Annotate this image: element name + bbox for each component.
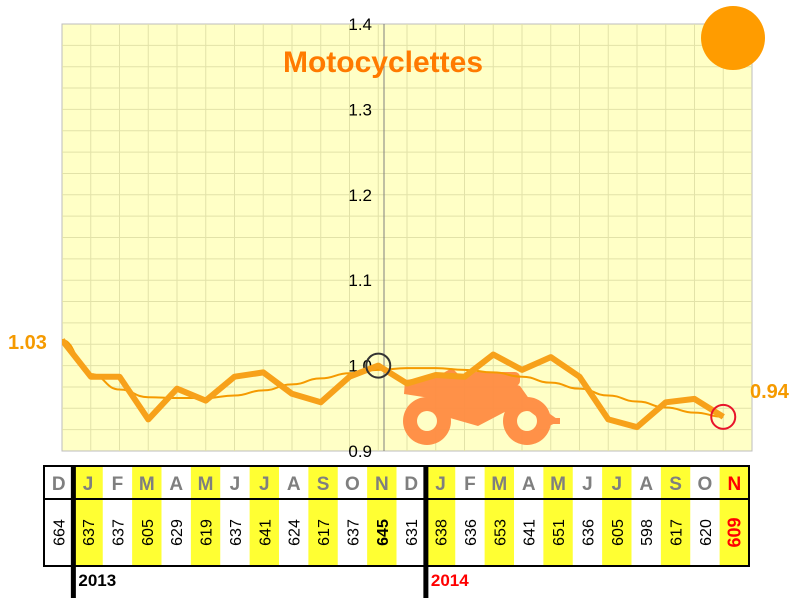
monthly-count: 598	[639, 519, 656, 546]
month-label: S	[669, 474, 682, 495]
monthly-count: 637	[228, 519, 245, 546]
table-column-highlight	[719, 466, 749, 566]
end-value-label: 0.94	[750, 381, 790, 403]
monthly-count: 617	[316, 519, 333, 546]
monthly-count: 664	[52, 519, 69, 546]
month-label: M	[550, 474, 566, 495]
y-tick-label: 1.3	[348, 100, 372, 119]
monthly-count: 653	[492, 519, 509, 546]
orange-dot-icon	[701, 6, 765, 70]
table-column-highlight	[132, 466, 162, 566]
data-line	[62, 338, 725, 431]
y-tick-label: 1.2	[348, 186, 372, 205]
month-label: M	[491, 474, 507, 495]
month-label: J	[230, 474, 241, 495]
month-label: A	[287, 474, 301, 495]
table-column-highlight	[249, 466, 279, 566]
month-label: J	[259, 474, 270, 495]
month-label: M	[139, 474, 155, 495]
table-column-highlight	[190, 466, 221, 566]
y-tick-label: 0.9	[348, 442, 372, 461]
monthly-count: 641	[257, 519, 274, 546]
monthly-count: 637	[81, 519, 98, 546]
table-column-highlight	[367, 466, 397, 566]
monthly-count: 609	[724, 517, 744, 547]
table-column-highlight	[73, 466, 103, 566]
monthly-count: 624	[287, 519, 304, 546]
monthly-count: 620	[698, 519, 715, 546]
table-border	[43, 465, 750, 567]
y-tick-label: 1.1	[348, 271, 372, 290]
monthly-count: 629	[169, 519, 186, 546]
month-label: N	[727, 474, 741, 495]
monthly-count: 636	[580, 519, 597, 546]
month-label: S	[317, 474, 330, 495]
year-label: 2013	[78, 571, 116, 590]
monthly-count: 651	[551, 519, 568, 546]
month-label: O	[345, 474, 360, 495]
monthly-count: 641	[522, 519, 539, 546]
monthly-count: 619	[199, 519, 216, 546]
month-label: D	[404, 474, 418, 495]
month-label: A	[639, 474, 653, 495]
monthly-count: 637	[345, 519, 362, 546]
monthly-count: 605	[610, 519, 627, 546]
monthly-count: 617	[669, 519, 686, 546]
month-label: F	[464, 474, 476, 495]
month-label: J	[612, 474, 623, 495]
month-label: F	[112, 474, 124, 495]
table-column-highlight	[602, 466, 632, 566]
month-label: A	[522, 474, 536, 495]
table-column-highlight	[660, 466, 691, 566]
table-column-highlight	[308, 466, 338, 566]
table-column-highlight	[543, 466, 573, 566]
monthly-count: 631	[404, 519, 421, 546]
monthly-count: 637	[110, 519, 127, 546]
y-tick-label: 1.4	[348, 15, 372, 34]
year-label: 2014	[431, 571, 469, 590]
table-column-highlight	[484, 466, 514, 566]
table-column-highlight	[425, 466, 456, 566]
chart-title: Motocyclettes	[283, 46, 483, 79]
month-label: O	[698, 474, 713, 495]
monthly-count: 605	[140, 519, 157, 546]
monthly-counts-table: D 664 J 637 F 637 M 605 A 629 M 619 J 637 J 641 A 624 S 617…	[43, 465, 750, 598]
month-label: J	[435, 474, 446, 495]
month-label: D	[52, 474, 66, 495]
motorcycle-icon	[403, 368, 560, 445]
month-label: N	[375, 474, 389, 495]
month-label: J	[83, 474, 94, 495]
month-label: J	[582, 474, 593, 495]
month-label: M	[198, 474, 214, 495]
monthly-count: 638	[434, 519, 451, 546]
monthly-count: 645	[375, 519, 392, 546]
start-value-label: 1.03	[8, 332, 47, 354]
marker-circle-reference	[365, 352, 392, 379]
monthly-count: 636	[463, 519, 480, 546]
trend-line	[62, 338, 724, 418]
month-label: A	[169, 474, 183, 495]
marker-circle-latest	[710, 403, 737, 430]
